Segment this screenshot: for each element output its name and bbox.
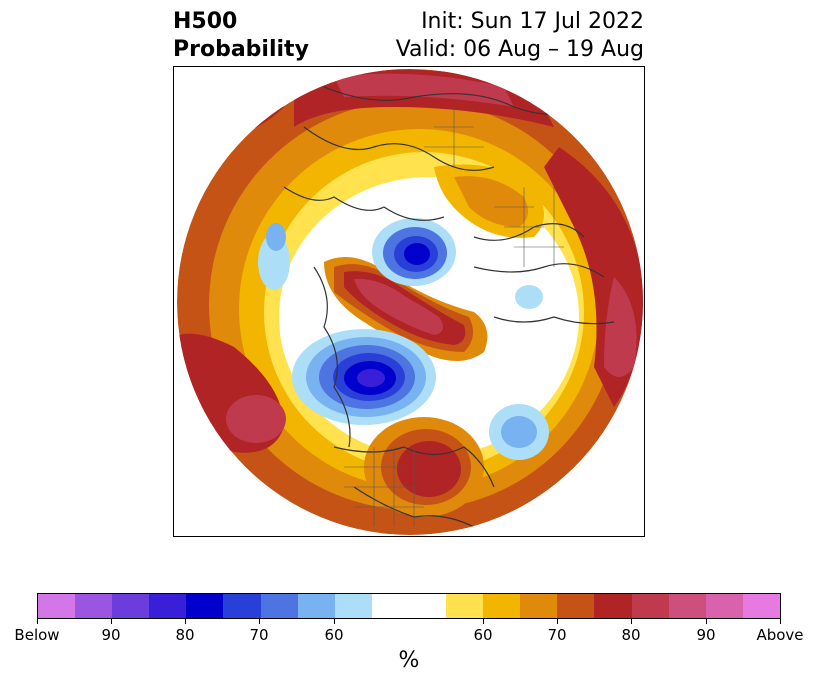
colorbar-segment	[149, 594, 187, 618]
colorbar-segment	[260, 594, 298, 618]
political-borders	[344, 107, 564, 527]
colorbar	[37, 593, 781, 619]
colorbar-tick-label: 80	[621, 626, 641, 644]
colorbar-tick-label: 70	[547, 626, 567, 644]
valid-date: Valid: 06 Aug – 19 Aug	[395, 37, 644, 62]
colorbar-segment	[705, 594, 743, 618]
colorbar-tick-label: Above	[756, 626, 804, 644]
colorbar-tick	[111, 619, 112, 624]
colorbar-segment	[557, 594, 595, 618]
probability-map	[177, 69, 643, 535]
map-panel	[173, 66, 645, 537]
colorbar-segment	[75, 594, 113, 618]
colorbar-tick	[185, 619, 186, 624]
shaded-field	[177, 69, 643, 535]
colorbar-segment	[742, 594, 780, 618]
colorbar-segment	[446, 594, 484, 618]
init-date: Init: Sun 17 Jul 2022	[421, 9, 644, 34]
colorbar-tick-label: 80	[175, 626, 195, 644]
colorbar-segment	[297, 594, 335, 618]
above-normal-greenland	[354, 278, 443, 335]
colorbar-segment	[112, 594, 150, 618]
date-title-block: Init: Sun 17 Jul 2022 Valid: 06 Aug – 19…	[396, 8, 644, 64]
colorbar-tick	[557, 619, 558, 624]
product-title: Probability	[173, 37, 309, 62]
colorbar-segment	[223, 594, 261, 618]
chart-title-block: H500 Probability	[173, 8, 309, 64]
above-normal-central-us	[397, 441, 461, 497]
colorbar-segment	[38, 594, 76, 618]
colorbar-tick	[706, 619, 707, 624]
colorbar-tick-label: Below	[14, 626, 60, 644]
colorbar-tick	[780, 619, 781, 624]
colorbar-unit: %	[398, 648, 420, 673]
colorbar-segment	[668, 594, 706, 618]
colorbar-segment	[631, 594, 669, 618]
colorbar-segment	[371, 594, 409, 618]
variable-title: H500	[173, 9, 238, 34]
colorbar-tick	[631, 619, 632, 624]
colorbar-tick	[334, 619, 335, 624]
colorbar-segment	[594, 594, 632, 618]
colorbar-segment	[408, 594, 447, 618]
colorbar-segment	[520, 594, 558, 618]
colorbar-tick-label: 90	[101, 626, 121, 644]
colorbar-tick-label: 70	[249, 626, 269, 644]
colorbar-tick	[259, 619, 260, 624]
colorbar-tick-label: 90	[696, 626, 716, 644]
below-normal-barents	[404, 243, 430, 265]
colorbar-segment	[186, 594, 224, 618]
colorbar-tick	[37, 619, 38, 624]
colorbar-tick	[483, 619, 484, 624]
colorbar-tick-label: 60	[324, 626, 344, 644]
colorbar-segment	[334, 594, 372, 618]
colorbar-tick-label: 60	[473, 626, 493, 644]
colorbar-segment	[483, 594, 521, 618]
